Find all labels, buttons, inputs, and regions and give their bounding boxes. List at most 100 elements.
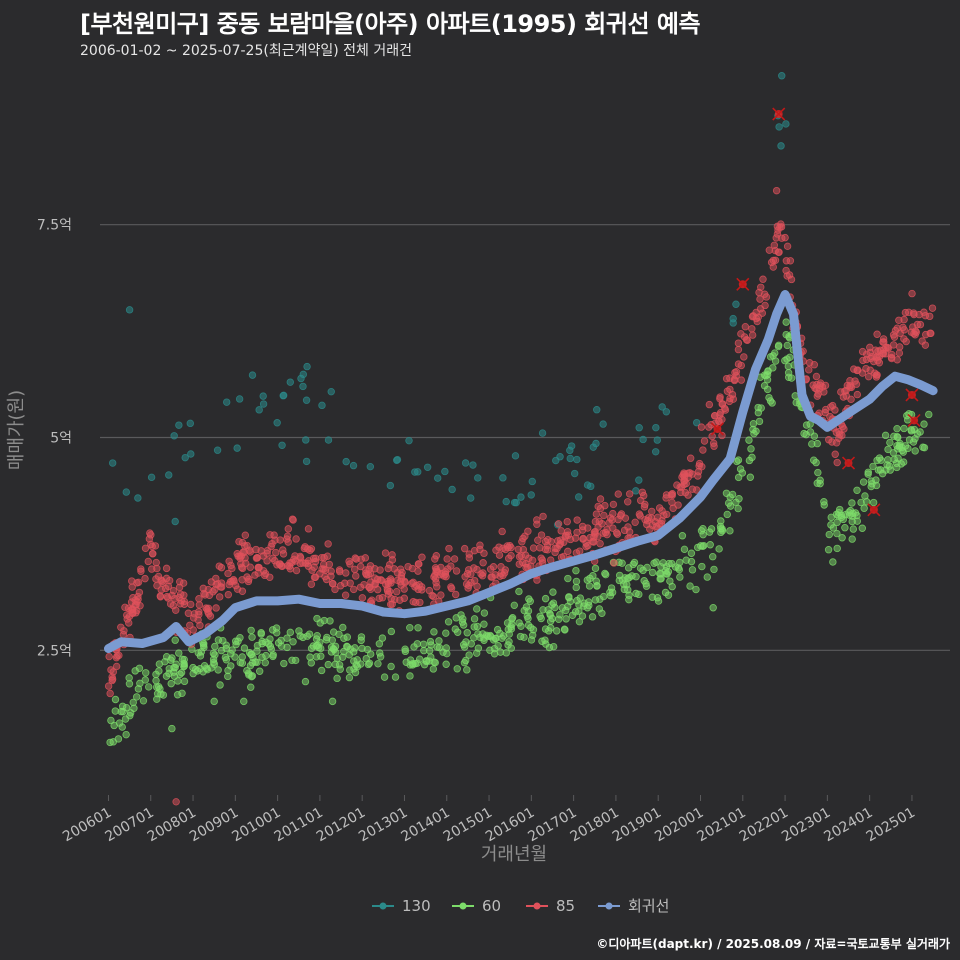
data-point xyxy=(883,343,892,352)
data-point xyxy=(767,258,776,267)
data-point xyxy=(180,677,189,686)
data-point xyxy=(299,370,308,379)
data-point xyxy=(709,439,718,447)
data-point xyxy=(722,374,731,383)
data-point xyxy=(413,659,421,667)
data-point xyxy=(591,527,599,536)
data-point xyxy=(721,406,730,414)
data-point xyxy=(393,456,401,464)
data-point xyxy=(286,378,294,386)
data-point xyxy=(152,676,160,685)
data-point xyxy=(175,649,183,657)
data-point xyxy=(724,499,733,507)
data-point xyxy=(697,423,706,431)
data-point xyxy=(432,552,441,560)
data-point xyxy=(470,546,479,555)
data-point xyxy=(409,578,417,587)
data-point xyxy=(770,241,779,249)
data-point xyxy=(253,553,261,562)
data-point xyxy=(752,427,760,435)
data-point xyxy=(919,443,927,451)
data-point xyxy=(431,658,439,667)
data-point xyxy=(304,525,313,533)
data-point xyxy=(474,630,482,638)
data-point xyxy=(635,590,643,599)
data-point xyxy=(554,520,563,528)
data-point xyxy=(351,565,359,574)
data-point xyxy=(734,473,743,482)
data-point xyxy=(787,275,796,284)
data-point xyxy=(289,516,297,524)
data-point xyxy=(224,590,233,599)
data-point xyxy=(247,683,255,691)
data-point xyxy=(358,594,367,602)
data-point xyxy=(648,507,656,516)
data-point xyxy=(131,596,139,604)
data-point xyxy=(480,549,488,558)
data-point xyxy=(463,629,471,637)
data-point xyxy=(519,545,528,554)
data-point xyxy=(272,624,281,632)
data-point xyxy=(828,401,837,410)
y-axis-label: 매매가(원) xyxy=(6,390,27,470)
data-point xyxy=(259,400,268,408)
data-point xyxy=(527,636,536,644)
data-point xyxy=(122,730,130,739)
data-point xyxy=(858,347,867,356)
data-point xyxy=(278,441,286,449)
data-point xyxy=(178,689,186,697)
data-point xyxy=(563,517,571,526)
data-point xyxy=(491,634,500,643)
data-point xyxy=(433,568,442,576)
data-point xyxy=(904,444,912,453)
data-point xyxy=(709,553,717,561)
data-point xyxy=(335,567,344,576)
data-point xyxy=(882,466,890,474)
data-point xyxy=(662,510,671,519)
data-point xyxy=(117,623,125,631)
data-point xyxy=(889,331,898,339)
data-point xyxy=(692,585,700,594)
data-point xyxy=(460,659,469,667)
data-point xyxy=(625,595,633,604)
data-point xyxy=(482,631,491,639)
data-point xyxy=(186,419,195,428)
data-point xyxy=(125,619,133,627)
data-point xyxy=(602,570,610,579)
data-point xyxy=(134,494,142,502)
data-point xyxy=(134,685,143,693)
data-point xyxy=(864,372,873,381)
data-point xyxy=(461,459,470,467)
data-point xyxy=(207,578,216,586)
data-point xyxy=(539,512,547,521)
data-point xyxy=(251,571,259,579)
data-point xyxy=(292,566,301,575)
data-point xyxy=(414,585,422,594)
data-point xyxy=(327,387,335,396)
data-point xyxy=(872,371,881,379)
data-point xyxy=(548,601,556,609)
data-point xyxy=(547,624,555,632)
data-point xyxy=(820,498,828,506)
data-point xyxy=(122,703,131,712)
data-point xyxy=(510,601,518,610)
data-point xyxy=(525,595,533,603)
data-point xyxy=(836,430,844,439)
data-point xyxy=(157,586,165,594)
data-point xyxy=(688,566,697,574)
series-regression xyxy=(104,290,938,654)
legend-swatch-point xyxy=(605,902,613,910)
data-point xyxy=(333,674,341,683)
data-point xyxy=(351,668,360,677)
data-point xyxy=(534,536,542,544)
data-point xyxy=(153,690,162,698)
data-point xyxy=(564,574,572,583)
data-point xyxy=(286,628,295,637)
data-point xyxy=(839,515,848,524)
data-point xyxy=(748,331,757,339)
data-point xyxy=(743,336,752,344)
data-point xyxy=(648,568,657,577)
data-point xyxy=(147,540,155,549)
data-point xyxy=(586,533,594,542)
data-point xyxy=(671,563,680,571)
